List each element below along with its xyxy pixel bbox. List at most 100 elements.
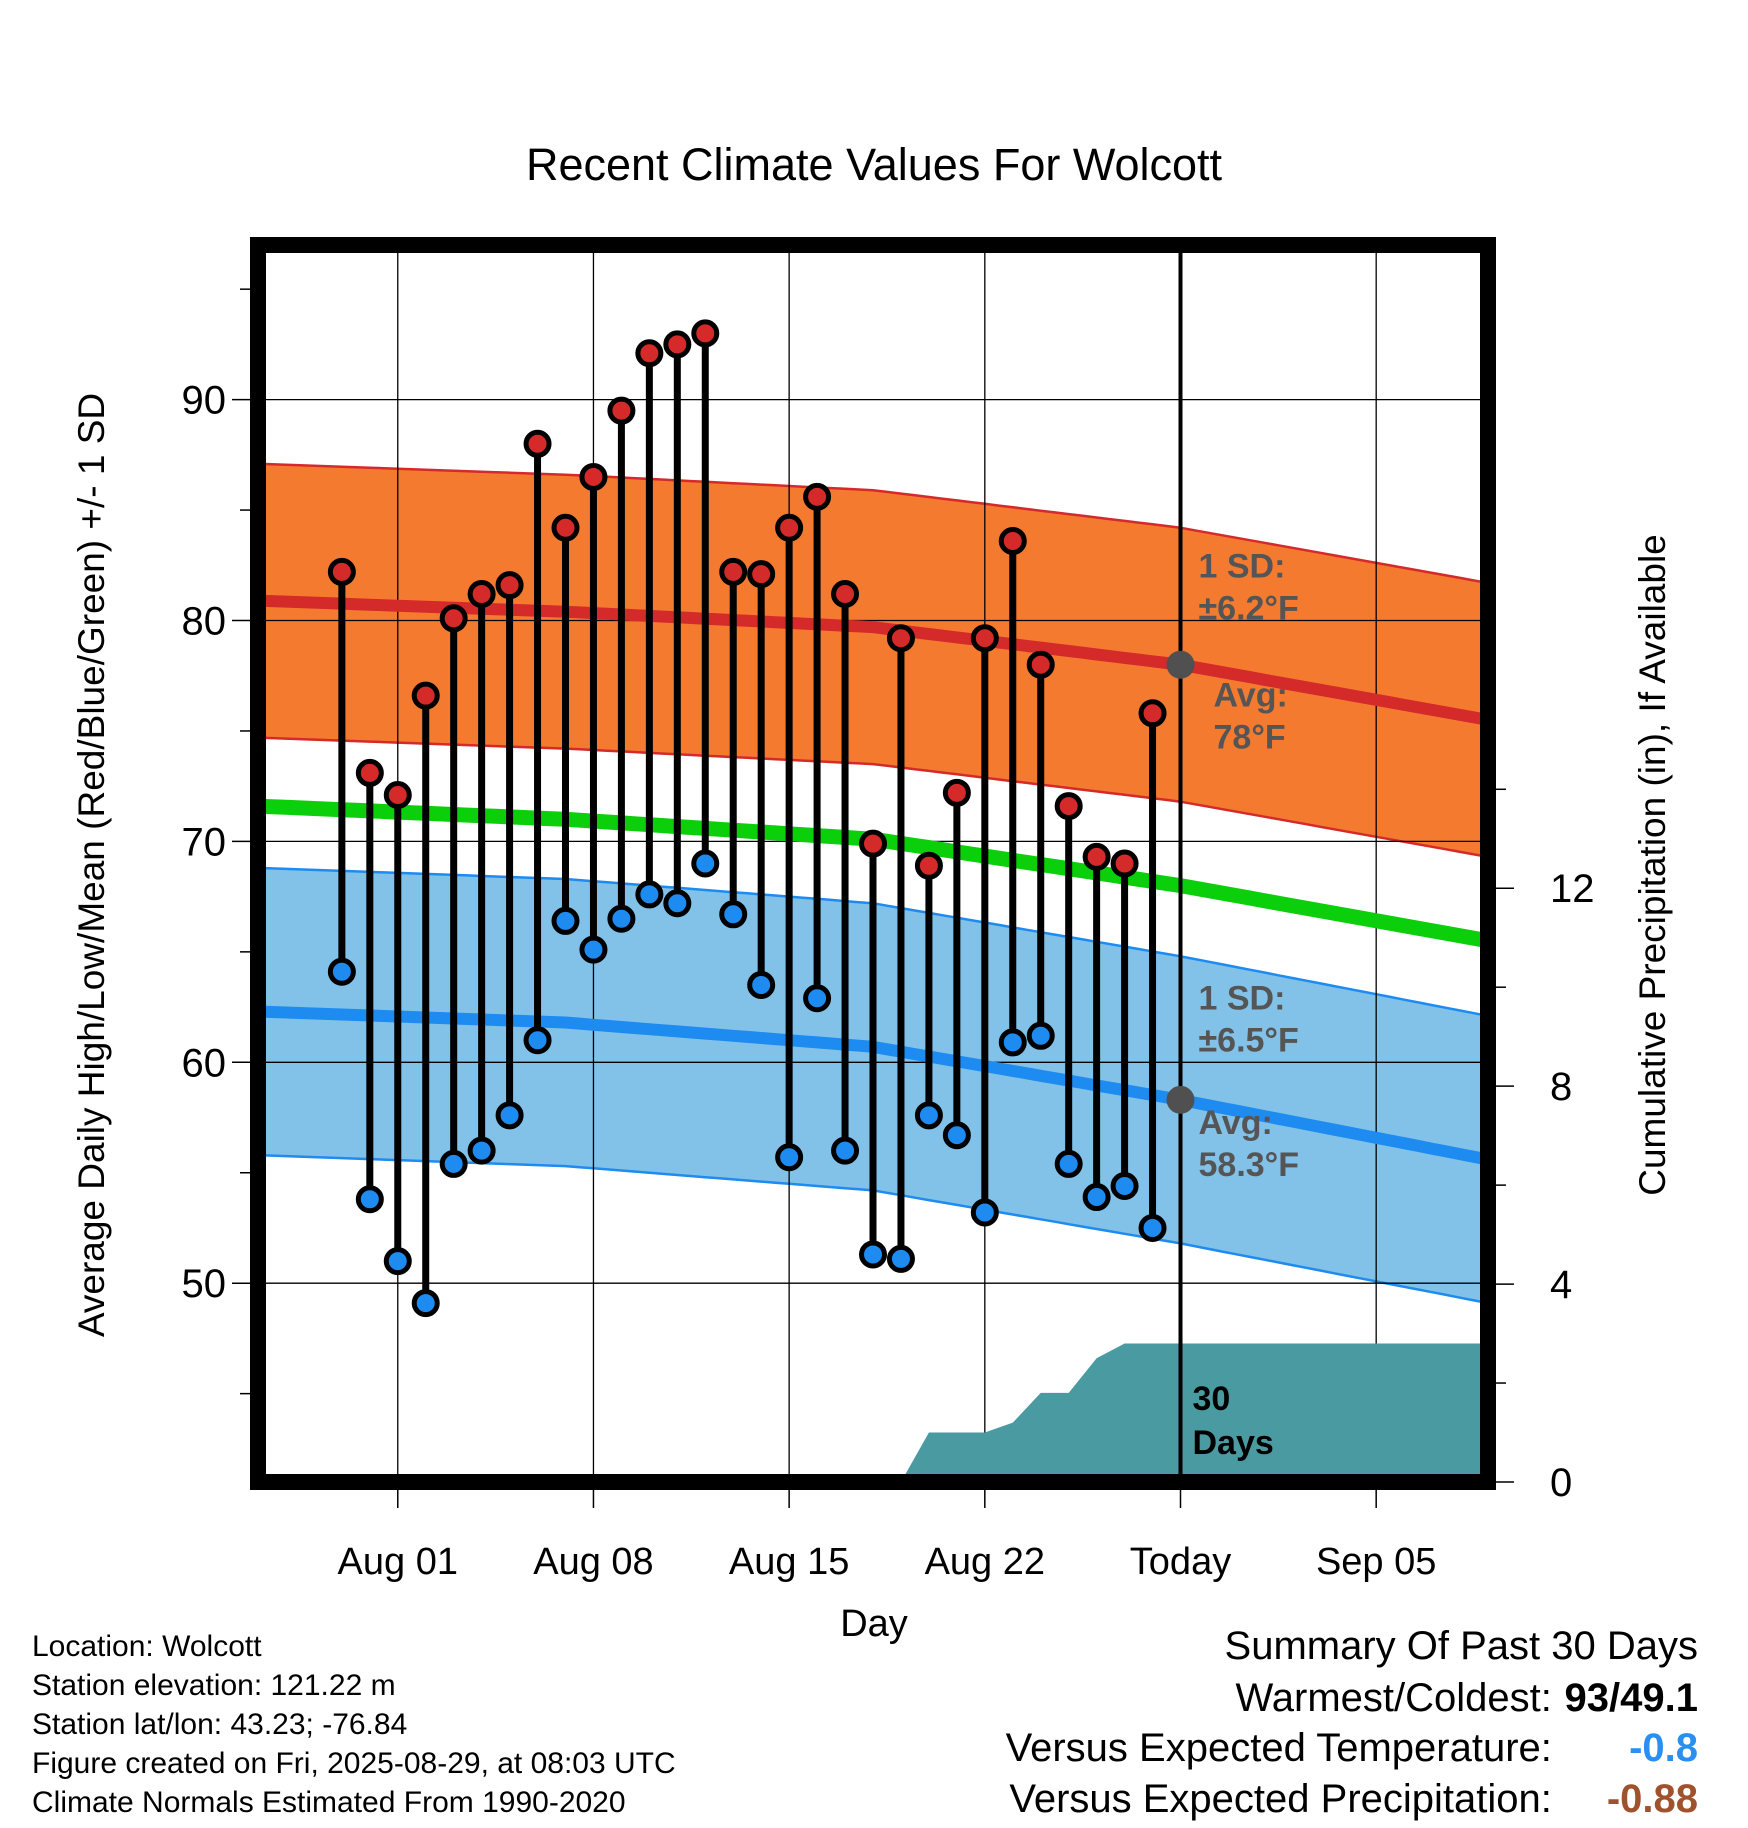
daily-low-point [775, 1143, 804, 1172]
daily-low-point [327, 957, 356, 986]
daily-high-point [579, 462, 608, 491]
low-sd-annotation-line1: 1 SD: [1199, 979, 1286, 1017]
x-tick-label: Aug 15 [729, 1541, 849, 1583]
daily-low-point [467, 1136, 496, 1165]
daily-low-point [355, 1185, 384, 1214]
daily-low-point [1082, 1183, 1111, 1212]
daily-high-point [635, 339, 664, 368]
daily-high-point [719, 557, 748, 586]
daily-high-point [1026, 650, 1055, 679]
daily-high-point [1110, 849, 1139, 878]
y2-tick-label: 0 [1550, 1461, 1572, 1505]
plot-area: 1 SD: ±6.2°F Avg: 78°F 1 SD: ±6.5°F Avg: 58.3°F… [258, 245, 1488, 1482]
x-tick-label: Today [1130, 1541, 1231, 1583]
daily-low-point [1054, 1149, 1083, 1178]
daily-low-point [411, 1289, 440, 1318]
y-tick-label: 80 [182, 600, 227, 644]
daily-high-point [942, 778, 971, 807]
daily-low-point [635, 880, 664, 909]
daily-low-point [998, 1028, 1027, 1057]
summary-title: Summary Of Past 30 Days [1225, 1621, 1698, 1671]
daily-low-point [859, 1240, 887, 1269]
footer-location: Location: Wolcott [32, 1630, 262, 1663]
high-sd-annotation-line2: ±6.2°F [1199, 590, 1299, 628]
y2-tick-label: 8 [1550, 1065, 1572, 1109]
x-axis-label: Day [840, 1603, 908, 1645]
daily-high-point [747, 560, 776, 589]
x-tick-label: Sep 05 [1316, 1541, 1436, 1583]
high-avg-annotation-line2: 78°F [1214, 719, 1286, 757]
daily-high-point [383, 781, 412, 810]
x-tick-label: Aug 01 [338, 1541, 458, 1583]
daily-high-point [1138, 699, 1167, 728]
low-avg-annotation-line2: 58.3°F [1199, 1146, 1300, 1184]
daily-high-point [523, 429, 552, 458]
daily-high-point [859, 829, 887, 858]
footer-created: Figure created on Fri, 2025-08-29, at 08… [32, 1747, 676, 1780]
daily-high-point [355, 758, 384, 787]
high-avg-annotation-line1: Avg: [1214, 677, 1288, 715]
summary-temp-row: Versus Expected Temperature: -0.8 [1006, 1723, 1698, 1773]
summary-temp-label: Versus Expected Temperature: [1005, 1726, 1552, 1770]
daily-high-point [831, 580, 860, 609]
y2-axis-label: Cumulative Precipitation (in), If Availa… [1632, 534, 1673, 1196]
today-low-avg-dot [1166, 1085, 1195, 1114]
today-window-label-line2: Days [1193, 1424, 1274, 1462]
daily-high-point [775, 513, 804, 542]
y-tick-label: 60 [182, 1041, 227, 1085]
daily-low-point [942, 1121, 971, 1150]
daily-low-point [803, 984, 832, 1013]
daily-high-point [914, 851, 943, 880]
daily-low-point [579, 935, 608, 964]
today-high-avg-dot [1166, 650, 1195, 679]
daily-high-point [998, 526, 1027, 555]
daily-high-point [607, 396, 636, 425]
summary-warmest-row: Warmest/Coldest: 93/49.1 [1236, 1673, 1699, 1723]
daily-low-point [831, 1136, 860, 1165]
daily-low-point [523, 1026, 552, 1055]
daily-high-point [327, 557, 356, 586]
footer-latlon: Station lat/lon: 43.23; -76.84 [32, 1708, 408, 1741]
daily-low-point [495, 1101, 524, 1130]
daily-high-point [467, 580, 496, 609]
daily-low-point [1110, 1172, 1139, 1201]
today-window-label-line1: 30 [1193, 1380, 1231, 1418]
summary-temp-value: -0.8 [1629, 1726, 1698, 1770]
y2-tick-label: 4 [1550, 1263, 1572, 1307]
footer-normals: Climate Normals Estimated From 1990-2020 [32, 1786, 626, 1819]
daily-low-point [886, 1244, 915, 1273]
daily-high-point [803, 482, 832, 511]
daily-high-point [663, 330, 692, 359]
x-tick-label: Aug 08 [533, 1541, 653, 1583]
daily-high-point [551, 513, 580, 542]
daily-low-point [970, 1198, 999, 1227]
daily-low-point [1026, 1021, 1055, 1050]
cumulative-precip-area [900, 1343, 1488, 1482]
daily-low-point [719, 900, 748, 929]
x-tick-label: Aug 22 [925, 1541, 1045, 1583]
daily-low-point [1138, 1213, 1167, 1242]
daily-high-point [1054, 792, 1083, 821]
y-axis-label: Average Daily High/Low/Mean (Red/Blue/Gr… [71, 393, 112, 1337]
footer-elevation: Station elevation: 121.22 m [32, 1669, 396, 1702]
chart-title: Recent Climate Values For Wolcott [526, 139, 1223, 190]
low-avg-annotation-line1: Avg: [1199, 1104, 1273, 1142]
y2-tick-label: 12 [1550, 867, 1595, 911]
y-tick-label: 50 [182, 1262, 227, 1306]
daily-high-point [495, 571, 524, 600]
high-sd-annotation-line1: 1 SD: [1199, 548, 1286, 586]
daily-low-point [691, 849, 720, 878]
summary-precip-value: -0.88 [1606, 1777, 1698, 1821]
summary-title-text: Summary Of Past 30 Days [1224, 1624, 1698, 1668]
daily-low-point [663, 889, 692, 918]
summary-warmest-label: Warmest/Coldest: [1235, 1676, 1552, 1720]
summary-warmest-value: 93/49.1 [1564, 1676, 1698, 1720]
daily-high-point [691, 319, 720, 348]
daily-low-point [747, 970, 776, 999]
summary-precip-row: Versus Expected Precipitation: -0.88 [1009, 1774, 1698, 1824]
daily-low-point [439, 1149, 468, 1178]
high-sd-band [258, 463, 1488, 857]
summary-precip-label: Versus Expected Precipitation: [1009, 1777, 1552, 1821]
daily-low-point [607, 904, 636, 933]
